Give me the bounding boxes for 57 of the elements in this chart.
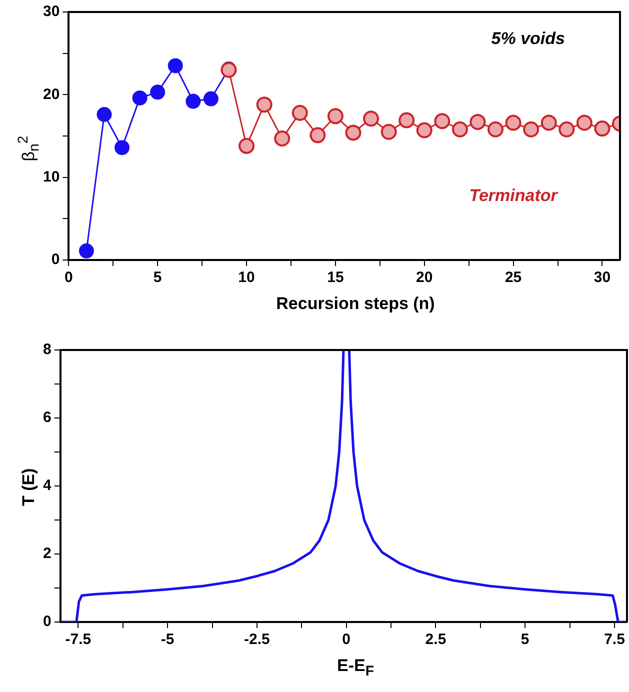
y-tick-label: 0 — [51, 251, 60, 268]
x-tick-label: -5 — [160, 631, 174, 648]
point — [470, 114, 486, 130]
x-tick-label: 10 — [238, 269, 255, 286]
point — [274, 130, 290, 146]
point — [523, 121, 540, 138]
point — [488, 121, 504, 138]
point — [452, 121, 468, 138]
point — [345, 124, 362, 141]
y-tick-label: 20 — [42, 86, 60, 103]
x-tick-label: 15 — [327, 269, 344, 286]
point — [292, 104, 308, 121]
y-axis-title: T (E) — [19, 468, 39, 506]
point — [576, 114, 592, 131]
annotation: 5% voids — [491, 29, 565, 48]
point — [114, 140, 130, 156]
y-tick-label: 0 — [43, 613, 52, 630]
x-tick-label: 0 — [342, 631, 351, 648]
point — [256, 96, 272, 113]
point — [594, 120, 610, 137]
point — [186, 94, 201, 109]
point — [96, 107, 112, 122]
y-tick-label: 8 — [43, 341, 52, 358]
y-tick-label: 4 — [43, 477, 52, 494]
point — [310, 127, 326, 144]
x-axis-title: Recursion steps (n) — [275, 294, 436, 314]
y-tick-label: 6 — [43, 409, 52, 426]
point — [558, 121, 575, 138]
y-tick-label: 30 — [42, 3, 60, 20]
text: Terminator — [469, 186, 559, 205]
point — [78, 243, 94, 258]
point — [505, 114, 522, 131]
point — [434, 113, 450, 130]
x-tick-label: 2.5 — [425, 631, 446, 648]
point — [398, 112, 415, 128]
point — [168, 58, 183, 74]
x-tick-label: 5 — [520, 631, 530, 648]
x-axis-title: E-E$_{F}$ — [336, 656, 375, 680]
x-tick-label: 20 — [416, 269, 433, 286]
x-tick-label: -7.5 — [65, 631, 92, 648]
x-tick-label: 7.5 — [604, 631, 625, 648]
x-tick-label: 0 — [64, 269, 73, 286]
y-tick-label: 10 — [42, 168, 60, 186]
point — [327, 108, 344, 124]
x-tick-label: 5 — [153, 269, 162, 286]
point — [238, 138, 255, 154]
x-tick-label: 30 — [594, 269, 611, 286]
y-tick-label: 2 — [43, 545, 52, 562]
point — [363, 110, 380, 127]
point — [150, 84, 166, 100]
x-tick-label: -2.5 — [244, 631, 270, 648]
x-tick-label: 25 — [504, 269, 522, 286]
point — [540, 114, 557, 131]
point — [416, 122, 432, 138]
point — [132, 90, 148, 106]
point — [380, 124, 397, 140]
point — [203, 91, 218, 106]
